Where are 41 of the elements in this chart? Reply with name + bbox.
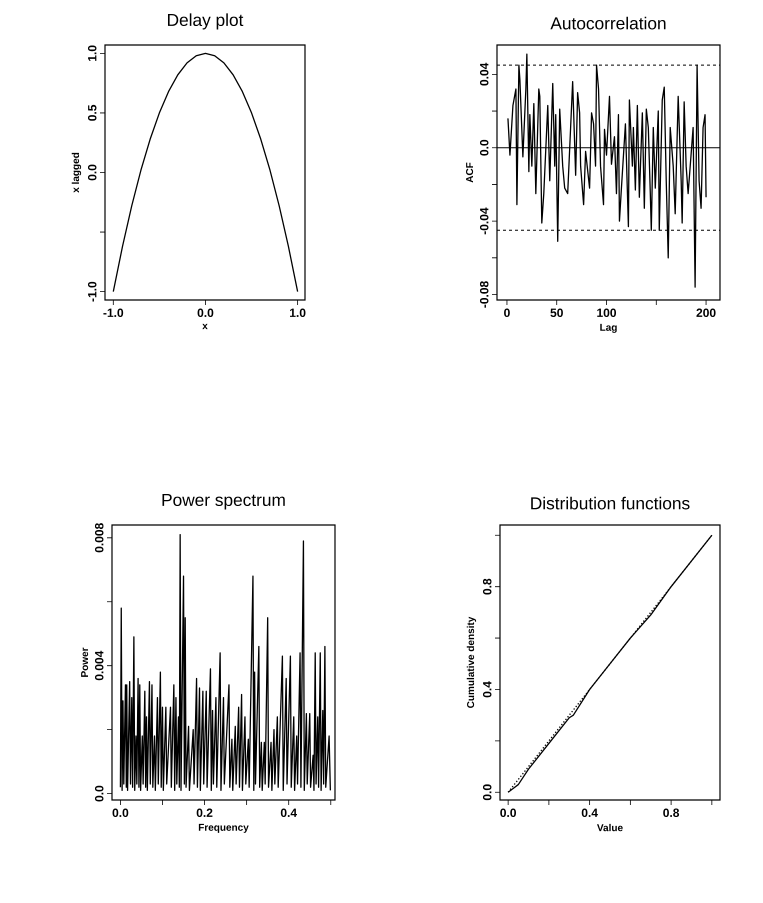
x-axis-title: x — [202, 324, 208, 330]
x-tick-label: 0.2 — [196, 808, 212, 818]
chart-title: Distribution functions — [531, 496, 690, 510]
x-tick-label: 50 — [550, 308, 563, 318]
x-tick-label: 0.8 — [663, 808, 680, 818]
line-series — [120, 534, 332, 792]
y-tick-label: 1.0 — [88, 46, 96, 61]
x-tick-label: 0.0 — [112, 808, 128, 818]
line-series — [112, 52, 298, 292]
x-axis-title: Frequency — [198, 824, 249, 833]
y-tick-label: 0.008 — [94, 523, 104, 552]
y-tick-label: 0.0 — [88, 164, 96, 180]
y-tick-label: -1.0 — [88, 282, 96, 302]
y-tick-label: 0.4 — [482, 681, 492, 698]
y-tick-label: 0.0 — [480, 140, 488, 156]
y-tick-label: 0.04 — [480, 62, 488, 86]
y-axis-title: x lagged — [72, 152, 82, 193]
chart-title: Power spectrum — [162, 494, 285, 510]
y-tick-label: 0.004 — [94, 650, 104, 680]
chart-title: Autocorrelation — [550, 16, 666, 30]
y-axis-title: Power — [81, 648, 88, 677]
x-tick-label: 0 — [504, 308, 510, 318]
y-tick-label: 0.0 — [94, 786, 104, 802]
y-tick-label: 0.5 — [88, 104, 96, 121]
chart-title: Delay plot — [168, 13, 244, 30]
x-tick-label: -1.0 — [103, 308, 124, 318]
y-tick-label: -0.04 — [480, 208, 488, 234]
x-axis-title: Value — [596, 824, 623, 832]
x-tick-label: 0.0 — [198, 308, 214, 318]
y-tick-label: 0.8 — [482, 578, 492, 595]
x-tick-label: 0.4 — [280, 808, 297, 818]
y-axis-title: ACF — [466, 162, 474, 183]
y-tick-label: -0.08 — [480, 281, 488, 308]
x-tick-label: 1.0 — [290, 308, 306, 318]
x-tick-label: 100 — [597, 308, 616, 318]
x-axis-title: Lag — [600, 324, 617, 333]
x-tick-label: 200 — [696, 308, 716, 318]
y-axis-title: Cumulative density — [466, 616, 476, 708]
y-tick-label: 0.0 — [482, 784, 492, 800]
x-tick-label: 0.4 — [582, 808, 598, 818]
x-tick-label: 0.0 — [500, 808, 516, 818]
